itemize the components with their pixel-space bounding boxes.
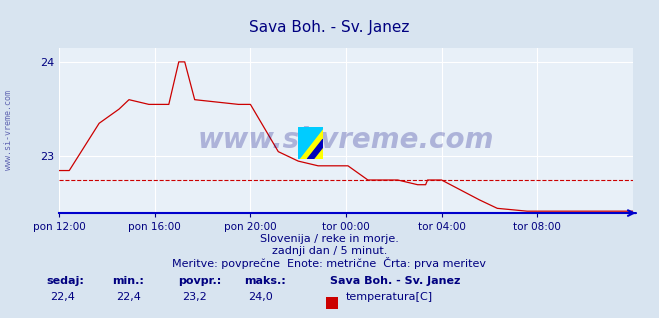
Text: sedaj:: sedaj: [46,276,84,286]
Text: min.:: min.: [112,276,144,286]
Polygon shape [307,139,323,159]
Text: Sava Boh. - Sv. Janez: Sava Boh. - Sv. Janez [330,276,460,286]
Text: 23,2: 23,2 [182,292,207,301]
Text: 22,4: 22,4 [116,292,141,301]
Text: zadnji dan / 5 minut.: zadnji dan / 5 minut. [272,246,387,256]
Text: www.si-vreme.com: www.si-vreme.com [198,126,494,154]
Text: Sava Boh. - Sv. Janez: Sava Boh. - Sv. Janez [249,19,410,35]
Text: Meritve: povprečne  Enote: metrične  Črta: prva meritev: Meritve: povprečne Enote: metrične Črta:… [173,257,486,269]
Text: www.si-vreme.com: www.si-vreme.com [4,90,13,170]
Text: 24,0: 24,0 [248,292,273,301]
Polygon shape [298,127,323,159]
Text: 22,4: 22,4 [50,292,75,301]
Text: maks.:: maks.: [244,276,285,286]
Text: temperatura[C]: temperatura[C] [346,292,433,301]
Text: povpr.:: povpr.: [178,276,221,286]
Polygon shape [298,127,323,159]
Text: Slovenija / reke in morje.: Slovenija / reke in morje. [260,233,399,244]
